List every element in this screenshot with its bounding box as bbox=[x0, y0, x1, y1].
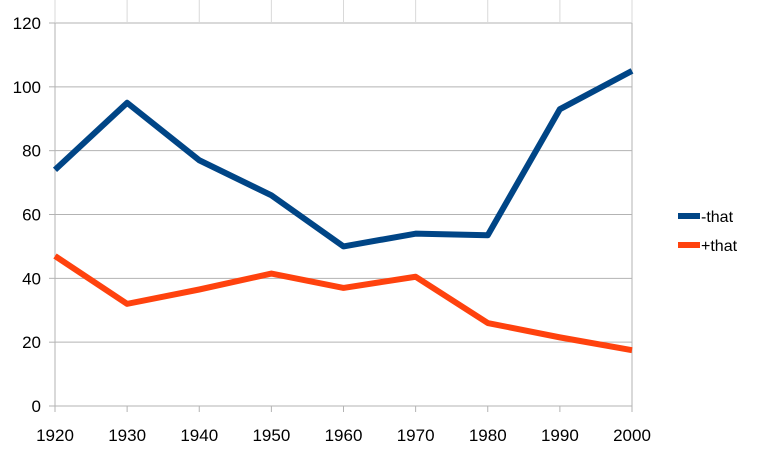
y-tick-label: 40 bbox=[22, 269, 41, 288]
legend: -that +that bbox=[678, 209, 738, 255]
x-tick-label: 1960 bbox=[325, 426, 363, 445]
x-tick-label: 1990 bbox=[541, 426, 579, 445]
x-tick-label: 1920 bbox=[36, 426, 74, 445]
series-line-minus-that bbox=[52, 68, 634, 250]
series-line-plus-that bbox=[53, 253, 633, 354]
y-tick-label: 60 bbox=[22, 206, 41, 225]
y-tick-label: 20 bbox=[22, 333, 41, 352]
x-tick-label: 2000 bbox=[613, 426, 651, 445]
gridlines bbox=[54, 0, 633, 407]
y-tick-label: 0 bbox=[32, 397, 41, 416]
x-tick-label: 1950 bbox=[252, 426, 290, 445]
y-tick-label: 80 bbox=[22, 142, 41, 161]
y-tick-labels: 0 20 40 60 80 100 120 bbox=[13, 14, 41, 416]
x-tick-label: 1930 bbox=[108, 426, 146, 445]
axes bbox=[49, 22, 633, 412]
y-tick-label: 100 bbox=[13, 78, 41, 97]
x-tick-labels: 1920 1930 1940 1950 1960 1970 1980 1990 2000 bbox=[36, 426, 651, 445]
x-tick-label: 1980 bbox=[469, 426, 507, 445]
y-tick-label: 120 bbox=[13, 14, 41, 33]
series-lines bbox=[52, 68, 634, 354]
x-tick-label: 1940 bbox=[180, 426, 218, 445]
x-tick-label: 1970 bbox=[397, 426, 435, 445]
legend-label: +that bbox=[701, 238, 738, 255]
legend-label: -that bbox=[701, 209, 734, 226]
